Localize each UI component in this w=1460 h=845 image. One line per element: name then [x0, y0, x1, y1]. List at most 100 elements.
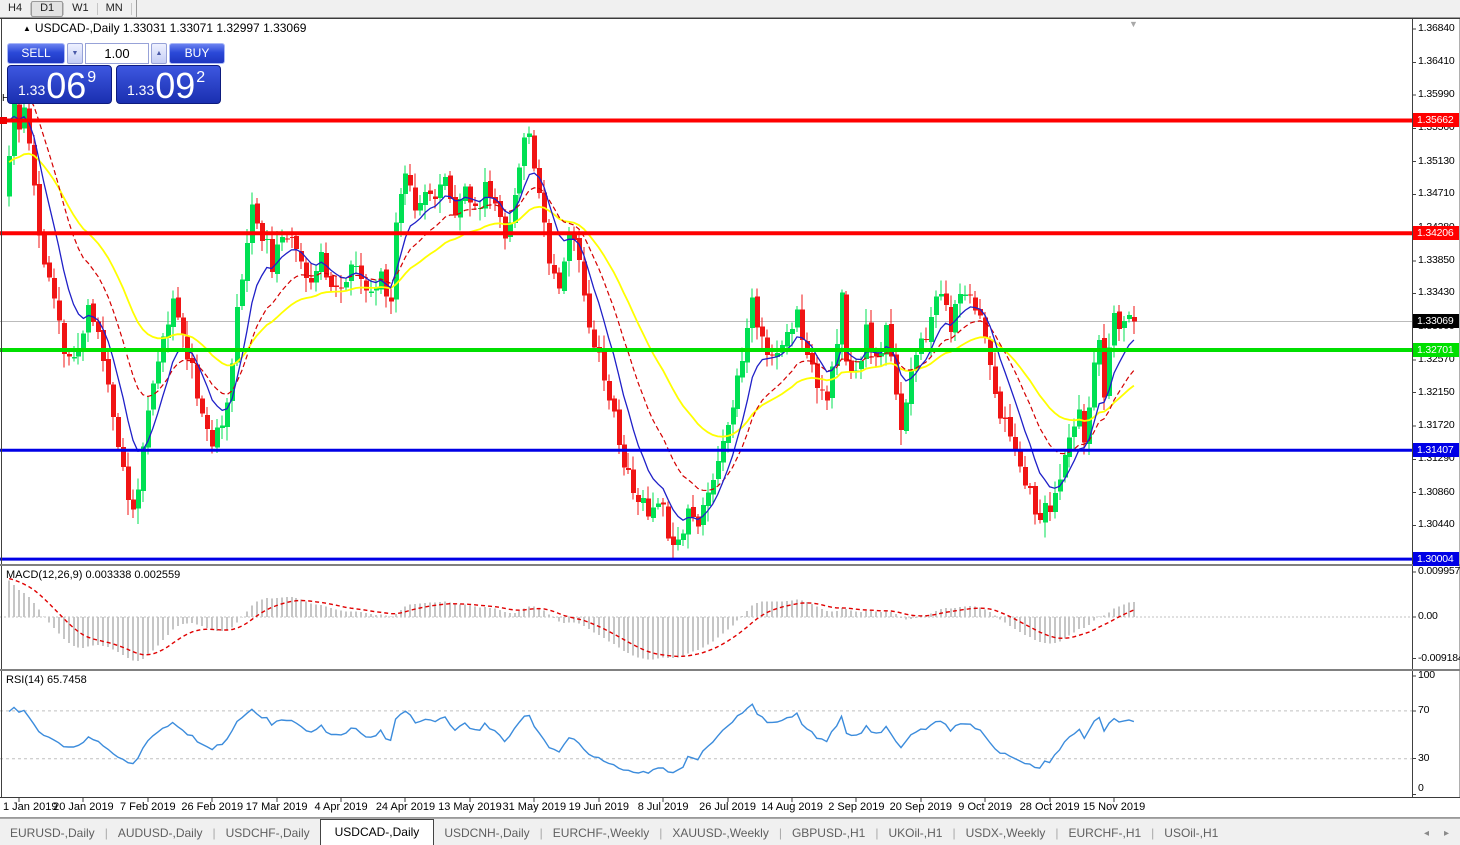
price-tick-label: 1.30860 [1418, 485, 1455, 498]
tab-separator: | [212, 826, 216, 840]
rsi-indicator-label: RSI(14) 65.7458 [6, 674, 87, 686]
macd-tick-label: -0.009184 [1418, 651, 1460, 664]
tab-gbpusd-h1[interactable]: GBPUSD-,H1 [791, 826, 866, 840]
price-tick-label: 1.33430 [1418, 286, 1455, 299]
price-tick-label: 1.36840 [1418, 22, 1455, 35]
buy-price-prefix: 1.33 [127, 82, 155, 98]
date-tick-label: 7 Feb 2019 [120, 801, 176, 813]
sell-button[interactable]: SELL [7, 43, 65, 64]
collapse-icon[interactable]: ▲ [23, 24, 31, 33]
price-tick-label: 1.36410 [1418, 55, 1455, 68]
tab-usdchf-daily[interactable]: USDCHF-,Daily [225, 826, 310, 840]
volume-decrease-button[interactable]: ▼ [67, 43, 83, 64]
tab-eurchf-h1[interactable]: EURCHF-,H1 [1068, 826, 1142, 840]
buy-price-big: 09 [155, 65, 196, 106]
buy-price-display[interactable]: 1.33 09 2 [116, 65, 221, 104]
date-tick-label: 19 Jun 2019 [568, 801, 630, 813]
chart-tab-bar: ◂ ▸ EURUSD-,Daily | AUDUSD-,Daily | USDCHF-,… [0, 818, 1460, 845]
toolbar-separator [130, 2, 132, 15]
tab-separator: | [659, 826, 663, 840]
axis-left-border [1412, 19, 1413, 797]
toolbar-separator [96, 2, 98, 15]
date-tick-label: 14 Aug 2019 [761, 801, 823, 813]
chart-title-text: USDCAD-,Daily 1.33031 1.33071 1.32997 1.… [34, 21, 307, 35]
level-price-label: 1.32701 [1413, 343, 1459, 357]
chart-shift-icon[interactable]: ▼ [1129, 19, 1138, 29]
date-tick-label: 4 Apr 2019 [314, 801, 368, 813]
tab-eurchf-weekly[interactable]: EURCHF-,Weekly [552, 826, 650, 840]
tab-separator: | [539, 826, 543, 840]
sell-price-display[interactable]: 1.33 06 9 [7, 65, 112, 104]
timeframe-toolbar: H4 D1 W1 MN [0, 0, 1460, 18]
date-tick-label: 9 Oct 2019 [958, 801, 1013, 813]
rsi-tick-label: 30 [1418, 751, 1430, 764]
tab-separator: | [1151, 826, 1155, 840]
tab-separator: | [952, 826, 956, 840]
tab-usdcnh-daily[interactable]: USDCNH-,Daily [444, 826, 530, 840]
tab-ukoil-h1[interactable]: UKOil-,H1 [888, 826, 943, 840]
macd-tick-label: 0.00 [1418, 610, 1438, 622]
date-tick-label: 1 Jan 2019 [3, 801, 58, 813]
price-tick-label: 1.30440 [1418, 518, 1455, 531]
chart-top-border2 [0, 18, 1460, 19]
tab-audusd-daily[interactable]: AUDUSD-,Daily [117, 826, 203, 840]
date-tick-label: 31 May 2019 [502, 801, 567, 813]
tab-usdx-weekly[interactable]: USDX-,Weekly [965, 826, 1046, 840]
current-price-label: 1.33069 [1413, 314, 1459, 329]
timeframe-button-h4[interactable]: H4 [8, 2, 23, 14]
level-price-label: 1.30004 [1413, 552, 1459, 567]
sell-price-prefix: 1.33 [18, 82, 46, 98]
timeframe-button-mn[interactable]: MN [105, 2, 123, 14]
sell-price-sup: 9 [87, 69, 97, 86]
price-tick-label: 1.32150 [1418, 385, 1455, 398]
rsi-tick-label: 0 [1418, 782, 1424, 794]
date-axis-border [0, 797, 1460, 798]
level-price-label: 1.34206 [1413, 226, 1459, 241]
toolbar-separator [30, 2, 32, 15]
buy-button[interactable]: BUY [169, 43, 225, 64]
buy-price-sup: 2 [196, 69, 206, 86]
tab-scroll-left-icon[interactable]: ◂ [1424, 828, 1430, 839]
chart-title: ▲ USDCAD-,Daily 1.33031 1.33071 1.32997 1… [23, 21, 306, 35]
date-tick-label: 15 Nov 2019 [1082, 801, 1146, 813]
date-tick-label: 20 Sep 2019 [889, 801, 952, 813]
level-price-label: 1.31407 [1413, 443, 1459, 458]
tab-scroll-right-icon[interactable]: ▸ [1444, 828, 1450, 839]
price-tick-label: 1.35990 [1418, 88, 1455, 101]
tab-usoil-h1[interactable]: USOil-,H1 [1164, 826, 1219, 840]
price-tick-label: 1.35130 [1418, 154, 1455, 167]
tab-usdcad-daily[interactable]: USDCAD-,Daily [319, 819, 435, 845]
date-tick-label: 28 Oct 2019 [1019, 801, 1080, 813]
timeframe-button-d1[interactable]: D1 [31, 0, 64, 17]
bottom-border [0, 817, 1460, 818]
tab-xauusd-weekly[interactable]: XAUUSD-,Weekly [672, 826, 769, 840]
date-tick-label: 13 May 2019 [438, 801, 502, 813]
date-tick-label: 26 Jul 2019 [699, 801, 757, 813]
timeframe-button-w1[interactable]: W1 [72, 2, 89, 14]
level-price-label: 1.35662 [1413, 113, 1459, 128]
tab-eurusd-daily[interactable]: EURUSD-,Daily [10, 826, 95, 840]
one-click-trading-panel: SELL ▼ ▲ BUY 1.33 06 9 1.33 09 2 [7, 43, 225, 104]
volume-increase-button[interactable]: ▲ [151, 43, 167, 64]
tab-separator: | [778, 826, 782, 840]
price-tick-label: 1.34710 [1418, 187, 1455, 200]
date-tick-label: 2 Sep 2019 [828, 801, 885, 813]
date-tick-label: 24 Apr 2019 [375, 801, 436, 813]
rsi-tick-label: 100 [1418, 669, 1435, 681]
rsi-separator[interactable] [0, 669, 1460, 671]
date-tick-label: 20 Jan 2019 [53, 801, 114, 813]
date-tick-label: 26 Feb 2019 [181, 801, 244, 813]
sell-price-big: 06 [46, 65, 87, 106]
volume-input[interactable] [85, 43, 149, 64]
plot-left-border [1, 19, 2, 797]
toolbar-separator [63, 2, 65, 15]
line-anchor-icon [0, 117, 7, 124]
tab-separator: | [104, 826, 108, 840]
date-tick-label: 17 Mar 2019 [245, 801, 308, 813]
rsi-tick-label: 70 [1418, 703, 1430, 716]
macd-separator[interactable] [0, 564, 1460, 566]
tab-separator: | [1055, 826, 1059, 840]
toolbar-divider [135, 0, 137, 17]
